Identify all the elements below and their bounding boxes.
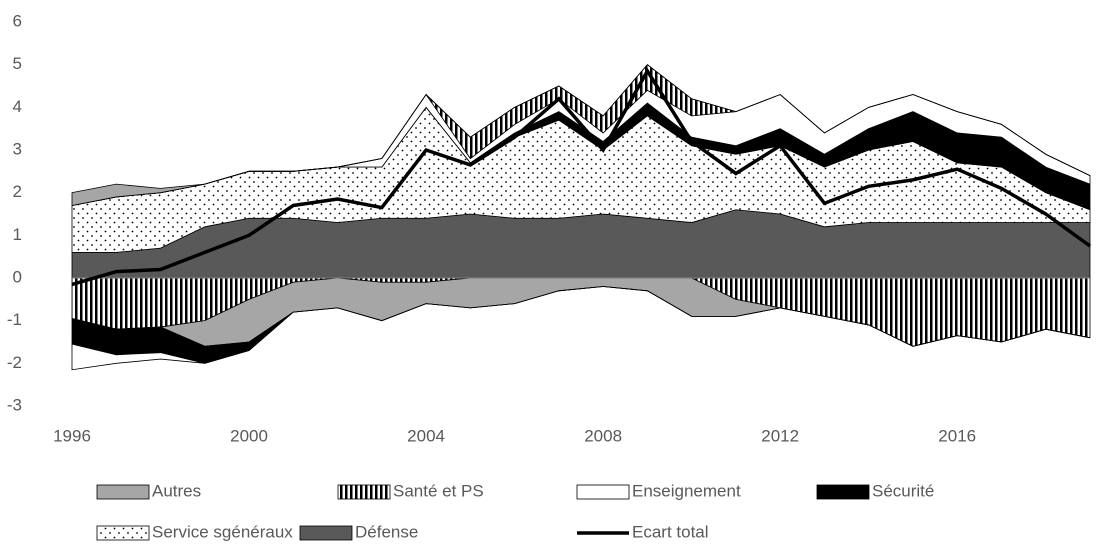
legend-label: Santé et PS bbox=[393, 481, 484, 500]
x-tick-label: 2008 bbox=[584, 426, 622, 445]
x-tick-label: 1996 bbox=[53, 426, 91, 445]
y-tick-label: 0 bbox=[13, 267, 22, 286]
y-tick-label: 5 bbox=[13, 54, 22, 73]
total-line bbox=[71, 67, 1092, 287]
legend-swatch bbox=[299, 525, 353, 541]
y-tick-label: -2 bbox=[7, 353, 22, 372]
legend-label: Ecart total bbox=[632, 522, 709, 541]
x-tick-label: 2004 bbox=[407, 426, 445, 445]
legend-label: Autres bbox=[152, 481, 201, 500]
y-tick-label: 1 bbox=[13, 225, 22, 244]
y-tick-label: 2 bbox=[13, 182, 22, 201]
legend-label: Enseignement bbox=[632, 481, 741, 500]
y-tick-label: 6 bbox=[13, 11, 22, 30]
y-tick-label: -3 bbox=[7, 395, 22, 414]
y-tick-label: 4 bbox=[13, 97, 22, 116]
x-tick-label: 2016 bbox=[938, 426, 976, 445]
legend-swatch bbox=[337, 484, 391, 500]
y-tick-label: 3 bbox=[13, 139, 22, 158]
legend-label: Service sgénéraux bbox=[152, 522, 293, 541]
legend-swatch bbox=[96, 484, 150, 500]
y-tick-label: -1 bbox=[7, 310, 22, 329]
area bbox=[71, 64, 1091, 206]
area bbox=[71, 286, 1091, 371]
legend-swatch bbox=[96, 525, 150, 541]
legend-swatch bbox=[576, 484, 630, 500]
legend-swatch bbox=[816, 484, 870, 500]
legend-label: Sécurité bbox=[872, 481, 934, 500]
legend-label: Défense bbox=[355, 522, 418, 541]
x-tick-label: 2000 bbox=[230, 426, 268, 445]
x-tick-label: 2012 bbox=[761, 426, 799, 445]
